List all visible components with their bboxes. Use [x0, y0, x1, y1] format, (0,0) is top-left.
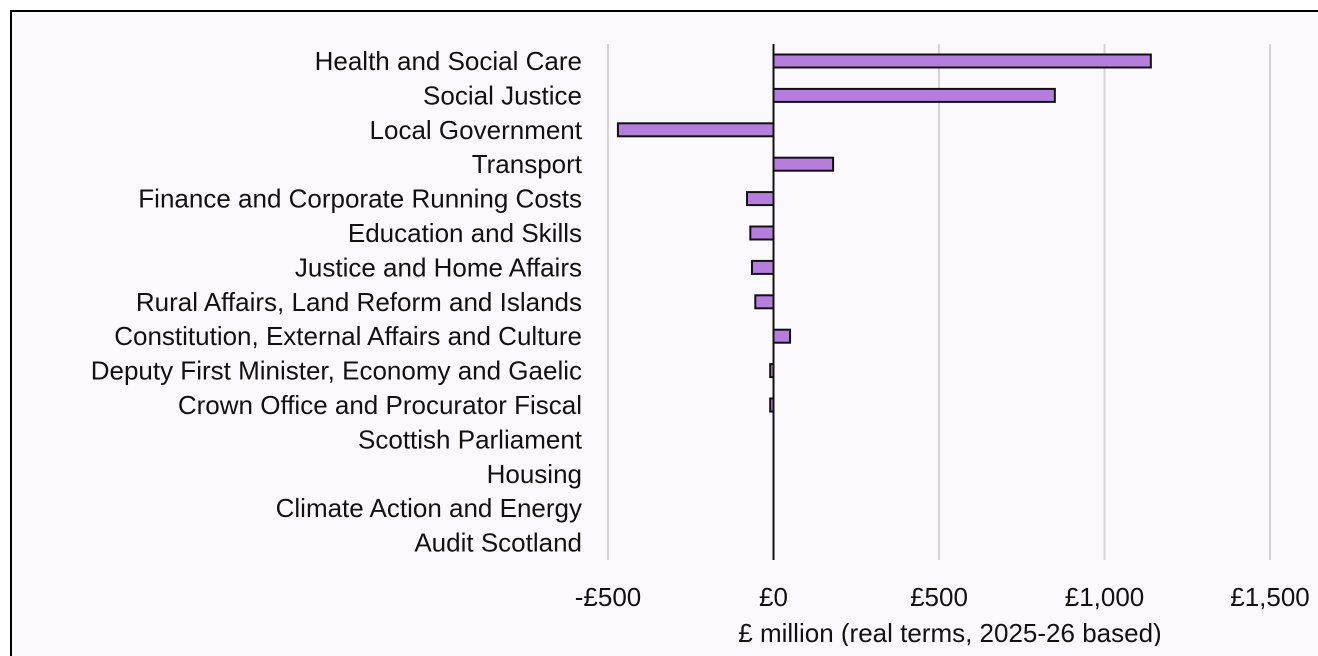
category-labels: Health and Social Care Social Justice Loca…: [91, 46, 583, 558]
category-label: Crown Office and Procurator Fiscal: [178, 390, 582, 420]
x-tick-labels: -£500 £0 £500 £1,000 £1,500: [575, 582, 1310, 612]
x-tick-label: £500: [910, 582, 968, 612]
category-label: Housing: [487, 459, 582, 489]
chart-frame: [10, 10, 1318, 656]
bar: [772, 156, 835, 172]
category-label: Justice and Home Affairs: [295, 252, 582, 282]
category-label: Social Justice: [423, 80, 582, 110]
gridlines: [607, 44, 1271, 560]
category-label: Local Government: [370, 115, 583, 145]
category-label: Finance and Corporate Running Costs: [138, 184, 582, 214]
category-label: Climate Action and Energy: [276, 493, 582, 523]
bar: [616, 122, 775, 138]
category-label: Audit Scotland: [414, 528, 582, 558]
category-label: Constitution, External Affairs and Cultu…: [114, 321, 582, 351]
category-label: Health and Social Care: [315, 46, 582, 76]
x-tick-label: £1,500: [1230, 582, 1310, 612]
bar: [772, 53, 1152, 69]
bar: [749, 225, 775, 241]
category-label: Rural Affairs, Land Reform and Islands: [136, 287, 582, 317]
bar: [772, 328, 792, 344]
bars: [616, 53, 1152, 413]
category-label: Deputy First Minister, Economy and Gaeli…: [91, 356, 582, 386]
x-tick-label: £1,000: [1065, 582, 1145, 612]
x-axis-title: £ million (real terms, 2025-26 based): [738, 618, 1161, 646]
category-label: Transport: [472, 149, 583, 179]
bar: [746, 191, 775, 207]
bar: [754, 294, 775, 310]
x-tick-label: £0: [759, 582, 788, 612]
category-label: Education and Skills: [348, 218, 582, 248]
category-label: Scottish Parliament: [358, 424, 583, 454]
bar: [750, 259, 775, 275]
bar: [772, 87, 1056, 103]
x-tick-label: -£500: [575, 582, 642, 612]
